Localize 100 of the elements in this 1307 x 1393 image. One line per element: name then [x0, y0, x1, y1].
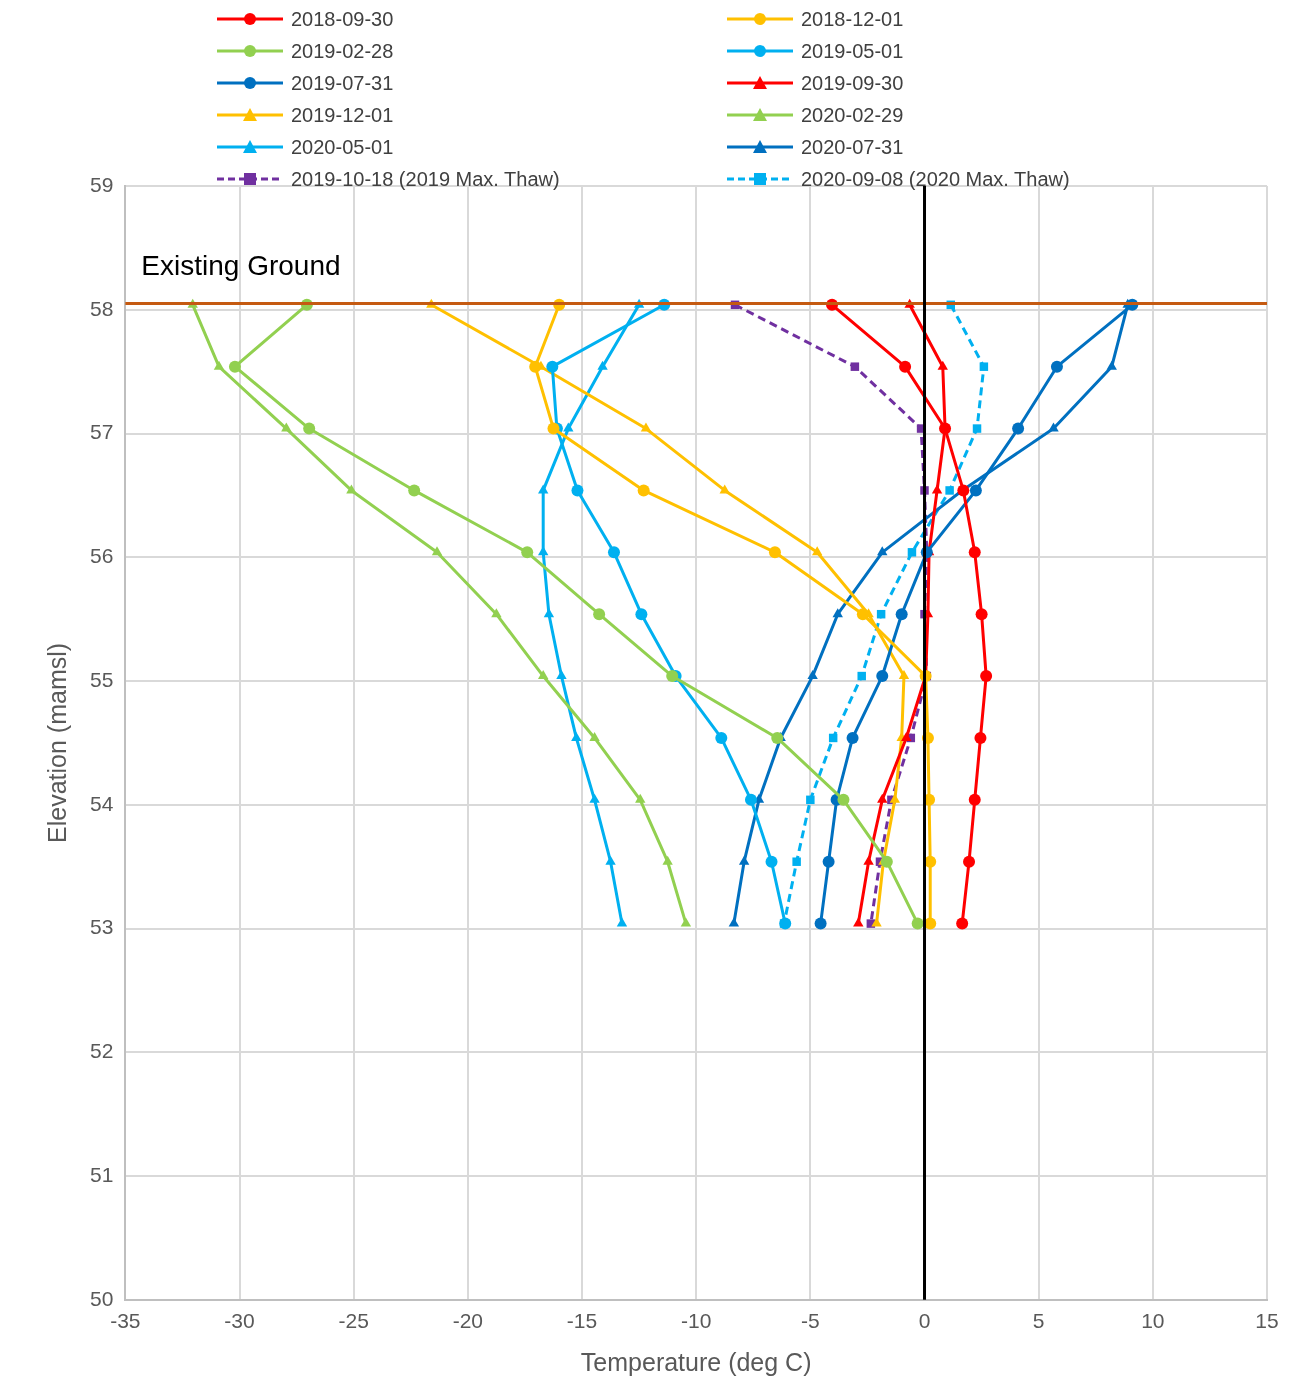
point [895, 608, 908, 621]
point [969, 484, 982, 497]
point [956, 917, 969, 930]
legend-label: 2019-07-31 [291, 71, 394, 95]
point [1048, 422, 1059, 432]
point [945, 486, 954, 495]
point [979, 362, 989, 371]
x-axis-title: Temperature (deg C) [580, 1347, 812, 1376]
x-tick-label: -25 [338, 1309, 369, 1333]
point [876, 670, 889, 683]
point [792, 857, 801, 866]
point [968, 546, 981, 559]
point [974, 731, 987, 744]
point [846, 731, 859, 744]
ref-line-label: Existing Ground [141, 250, 341, 282]
point [563, 422, 574, 432]
y-axis-title: Elevation (mamsl) [42, 642, 71, 843]
legend-label: 2019-10-18 (2019 Max. Thaw) [291, 167, 560, 191]
y-tick-label: 52 [90, 1039, 114, 1063]
point [931, 484, 943, 494]
point [571, 731, 582, 741]
point [529, 360, 542, 373]
point [871, 917, 882, 927]
point [593, 608, 606, 621]
point [863, 855, 874, 865]
point [880, 855, 893, 868]
point [807, 670, 818, 680]
y-tick-label: 53 [90, 915, 114, 939]
point [589, 731, 600, 741]
y-tick-label: 58 [90, 296, 114, 320]
point [491, 608, 502, 618]
legend-label: 2019-05-01 [801, 39, 904, 63]
x-tick-label: -20 [452, 1309, 484, 1333]
point [303, 422, 316, 435]
y-tick-label: 57 [90, 420, 114, 444]
point [556, 670, 567, 680]
point [431, 546, 443, 556]
point [1050, 360, 1063, 373]
point [822, 855, 835, 868]
point [228, 360, 241, 373]
y-tick-label: 50 [90, 1286, 114, 1310]
legend-label: 2020-05-01 [291, 135, 394, 159]
point [213, 360, 225, 370]
point [589, 793, 600, 803]
legend-label: 2020-09-08 (2020 Max. Thaw) [801, 167, 1070, 191]
point [571, 484, 584, 497]
point [901, 731, 912, 741]
x-tick-label: 10 [1141, 1309, 1165, 1333]
point [744, 793, 757, 806]
point [814, 917, 827, 930]
legend-label: 2019-12-01 [291, 103, 394, 127]
point [856, 608, 869, 621]
point [907, 548, 917, 557]
x-tick-label: -30 [224, 1309, 255, 1333]
point [837, 793, 850, 806]
point [937, 360, 948, 370]
point [980, 670, 993, 683]
y-tick-label: 56 [90, 544, 114, 568]
point [832, 608, 843, 618]
point [765, 855, 778, 868]
point [963, 855, 976, 868]
point [898, 670, 910, 680]
point [972, 424, 982, 433]
legend-label: 2019-09-30 [801, 71, 904, 95]
point [738, 855, 750, 865]
point [607, 546, 620, 559]
point [877, 793, 888, 803]
legend-label: 2018-09-30 [291, 7, 394, 31]
x-tick-label: -35 [110, 1309, 141, 1333]
point [968, 793, 981, 806]
point [616, 917, 628, 927]
y-tick-label: 59 [90, 172, 114, 196]
point [635, 608, 648, 621]
point [546, 360, 559, 373]
legend-label: 2019-02-28 [291, 39, 394, 63]
legend-label: 2020-02-29 [801, 103, 904, 127]
point [853, 917, 864, 927]
point [806, 795, 815, 805]
point [812, 546, 823, 556]
point [597, 360, 608, 370]
point [771, 731, 784, 744]
point [850, 362, 860, 371]
point [1106, 360, 1117, 370]
x-tick-label: -5 [801, 1309, 820, 1333]
y-tick-label: 55 [90, 667, 114, 691]
point [605, 855, 616, 865]
point [1012, 422, 1025, 435]
point [281, 422, 292, 432]
point [408, 484, 421, 497]
point [728, 917, 740, 927]
point [637, 484, 650, 497]
y-tick-label: 51 [90, 1162, 114, 1186]
point [715, 731, 728, 744]
point [857, 671, 866, 681]
point [975, 608, 988, 621]
x-tick-label: 0 [918, 1309, 931, 1333]
point [911, 917, 924, 930]
y-tick-label: 54 [90, 791, 114, 815]
point [521, 546, 534, 559]
point [635, 793, 646, 803]
